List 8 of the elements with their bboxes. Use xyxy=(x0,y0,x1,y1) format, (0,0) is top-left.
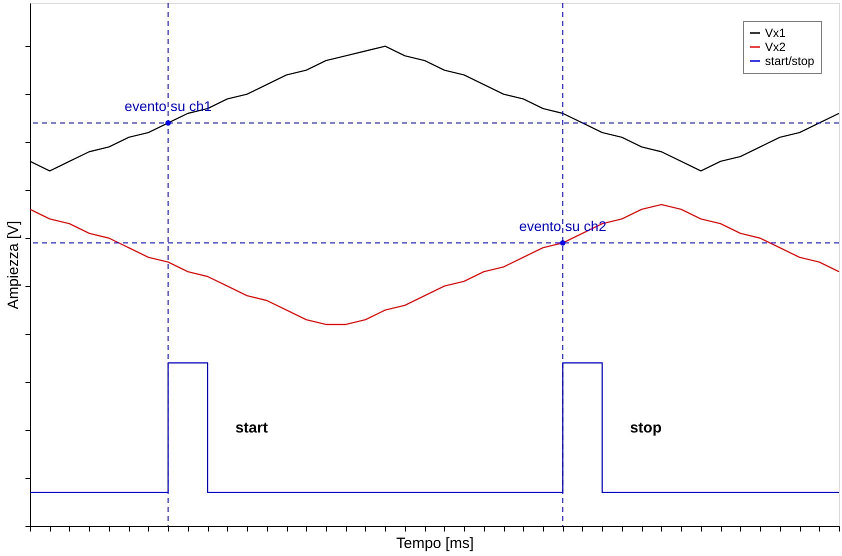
legend-label: Vx2 xyxy=(765,40,786,54)
y-axis-title: Ampiezza [V] xyxy=(5,220,22,310)
annotation: start xyxy=(235,420,268,437)
x-axis-title: Tempo [ms] xyxy=(396,535,474,552)
legend-label: start/stop xyxy=(765,54,815,68)
annotation: stop xyxy=(630,420,662,437)
annotation: evento su ch1 xyxy=(124,98,212,114)
legend-label: Vx1 xyxy=(765,26,786,40)
